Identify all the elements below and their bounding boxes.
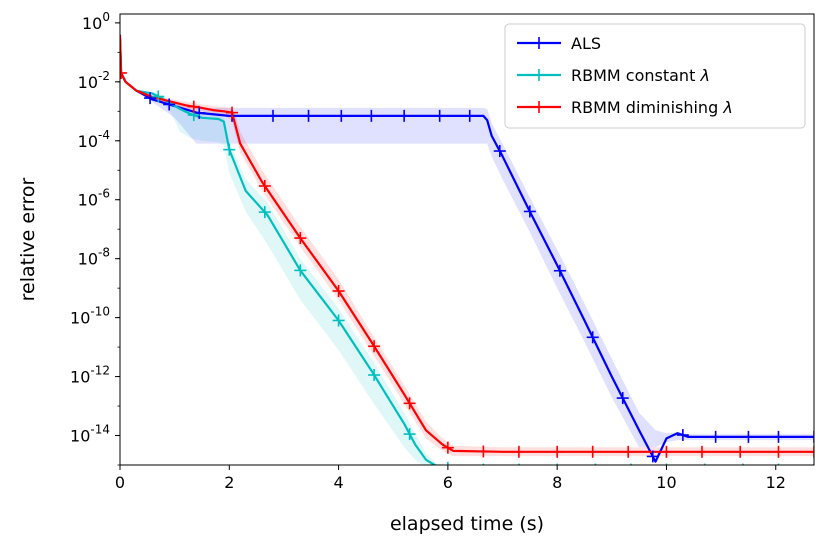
marker-als [335, 109, 348, 122]
marker-rbmm-constant [368, 368, 381, 381]
band-als [120, 38, 814, 448]
marker-rbmm-constant [332, 314, 345, 327]
marker-rbmm-diminishing [660, 445, 673, 458]
legend-label: RBMM constant λ [571, 66, 710, 85]
marker-als [709, 430, 722, 443]
line-rbmm-diminishing [120, 34, 814, 453]
y-tick-label: 100 [82, 10, 110, 33]
marker-als [553, 264, 566, 277]
marker-rbmm-diminishing [403, 397, 416, 410]
marker-als [676, 429, 689, 442]
legend-item-rbmm-constant: RBMM constant λ [517, 66, 710, 85]
y-axis-label: relative error [17, 177, 39, 301]
marker-als [365, 109, 378, 122]
marker-rbmm-diminishing [226, 106, 239, 119]
marker-rbmm-diminishing [695, 445, 708, 458]
y-axis-ticks: 100 10-2 10-4 10-6 10-8 10-10 10-12 10-14 [70, 10, 120, 466]
marker-rbmm-diminishing [368, 340, 381, 353]
x-tick-label: 4 [333, 473, 343, 492]
marker-rbmm-diminishing [477, 445, 490, 458]
y-tick-label: 10-4 [78, 128, 110, 151]
marker-rbmm-diminishing [120, 66, 128, 79]
y-tick-label: 10-12 [70, 364, 110, 387]
x-tick-label: 12 [766, 473, 786, 492]
marker-als [463, 109, 476, 122]
marker-als [267, 109, 280, 122]
marker-rbmm-constant [447, 461, 449, 465]
legend-item-als: ALS [517, 34, 601, 53]
marker-als [646, 450, 659, 463]
marker-als [808, 430, 814, 443]
marker-rbmm-diminishing [512, 445, 525, 458]
marker-rbmm-constant [258, 206, 271, 219]
marker-als [163, 98, 176, 111]
marker-rbmm-diminishing [622, 445, 635, 458]
y-tick-label: 10-10 [70, 305, 110, 328]
marker-als [193, 106, 206, 119]
legend-label: ALS [571, 34, 601, 53]
plot-frame [119, 13, 815, 466]
y-tick-label: 10-2 [78, 69, 110, 92]
marker-als [586, 331, 599, 344]
marker-rbmm-diminishing [441, 441, 454, 454]
confidence-bands [120, 34, 814, 465]
y-tick-label: 10-14 [70, 423, 110, 446]
marker-rbmm-diminishing [187, 100, 200, 113]
marker-rbmm-diminishing [332, 285, 345, 298]
line-als [120, 38, 814, 463]
x-tick-label: 0 [115, 473, 125, 492]
y-tick-label: 10-8 [78, 246, 110, 269]
marker-als [433, 109, 446, 122]
marker-rbmm-constant [152, 90, 165, 103]
marker-als [616, 392, 629, 405]
band-rbmm-constant [120, 38, 448, 465]
marker-rbmm-diminishing [772, 445, 785, 458]
x-axis-label: elapsed time (s) [390, 513, 544, 535]
marker-als [493, 145, 506, 158]
marker-rbmm-diminishing [808, 445, 814, 458]
marker-als [772, 430, 785, 443]
legend-item-rbmm-diminishing: RBMM diminishing λ [517, 98, 733, 117]
y-tick-label: 10-6 [78, 187, 110, 210]
marker-als [398, 109, 411, 122]
x-tick-label: 6 [443, 473, 453, 492]
marker-rbmm-constant [294, 264, 307, 277]
marker-als [302, 109, 315, 122]
x-tick-label: 2 [224, 473, 234, 492]
legend: ALS RBMM constant λ RBMM diminishing λ [504, 23, 806, 129]
marker-rbmm-diminishing [734, 445, 747, 458]
x-tick-label: 10 [656, 473, 676, 492]
marker-rbmm-constant [223, 143, 236, 156]
marker-als [523, 205, 536, 218]
legend-label: RBMM diminishing λ [571, 98, 733, 117]
marker-rbmm-diminishing [294, 232, 307, 245]
marker-rbmm-diminishing [258, 179, 271, 192]
marker-rbmm-diminishing [551, 445, 564, 458]
marker-als [742, 430, 755, 443]
series-lines [120, 34, 814, 465]
marker-rbmm-constant [403, 428, 416, 441]
x-axis-ticks: 0 2 4 6 8 10 12 [115, 465, 786, 492]
x-tick-label: 8 [552, 473, 562, 492]
legend-box [504, 23, 806, 129]
marker-als [144, 92, 157, 105]
marker-rbmm-diminishing [586, 445, 599, 458]
series-markers [120, 66, 814, 465]
